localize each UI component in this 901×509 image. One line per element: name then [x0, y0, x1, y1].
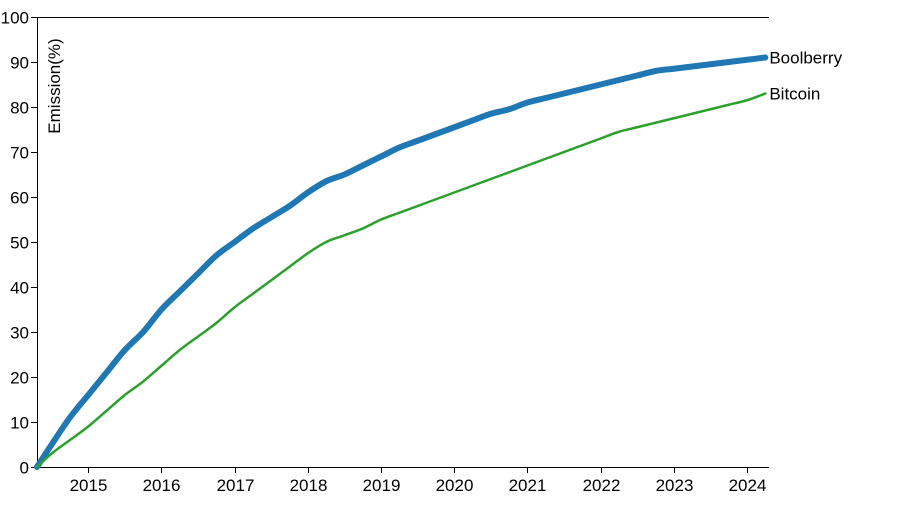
x-tick-label: 2019: [363, 476, 401, 495]
y-tick-label: 60: [10, 189, 29, 208]
x-tick-label: 2021: [509, 476, 547, 495]
x-tick-label: 2018: [290, 476, 328, 495]
x-tick-label: 2020: [436, 476, 474, 495]
series-label-bitcoin: Bitcoin: [769, 85, 820, 104]
series-label-boolberry: Boolberry: [769, 49, 842, 68]
y-tick-label: 30: [10, 324, 29, 343]
x-tick-label: 2015: [70, 476, 108, 495]
y-tick-label: 70: [10, 144, 29, 163]
y-tick-label: 90: [10, 54, 29, 73]
series-lines: [34, 54, 769, 470]
series-labels: Boolberry Bitcoin: [769, 49, 842, 104]
x-tick-label: 2022: [583, 476, 621, 495]
y-axis-label: Emission(%): [45, 38, 64, 133]
x-axis-ticks: 2015 2016 2017 2018 2019 2020 2021 2022 2023 2024: [70, 467, 767, 495]
y-axis-ticks: 0 10 20 30 40 50 60 70 80 90 100: [1, 9, 37, 478]
y-tick-label: 50: [10, 234, 29, 253]
y-tick-label: 80: [10, 99, 29, 118]
x-tick-label: 2017: [217, 476, 255, 495]
x-tick-label: 2016: [143, 476, 181, 495]
y-tick-label: 40: [10, 279, 29, 298]
y-tick-label: 10: [10, 414, 29, 433]
y-tick-label: 100: [1, 9, 29, 28]
series-line-boolberry: [34, 54, 769, 470]
y-tick-label: 20: [10, 369, 29, 388]
y-tick-label: 0: [20, 459, 29, 478]
x-tick-label: 2023: [656, 476, 694, 495]
x-tick-label: 2024: [729, 476, 767, 495]
